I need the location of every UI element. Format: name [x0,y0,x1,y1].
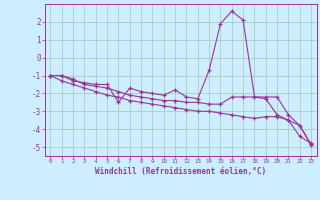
X-axis label: Windchill (Refroidissement éolien,°C): Windchill (Refroidissement éolien,°C) [95,167,266,176]
